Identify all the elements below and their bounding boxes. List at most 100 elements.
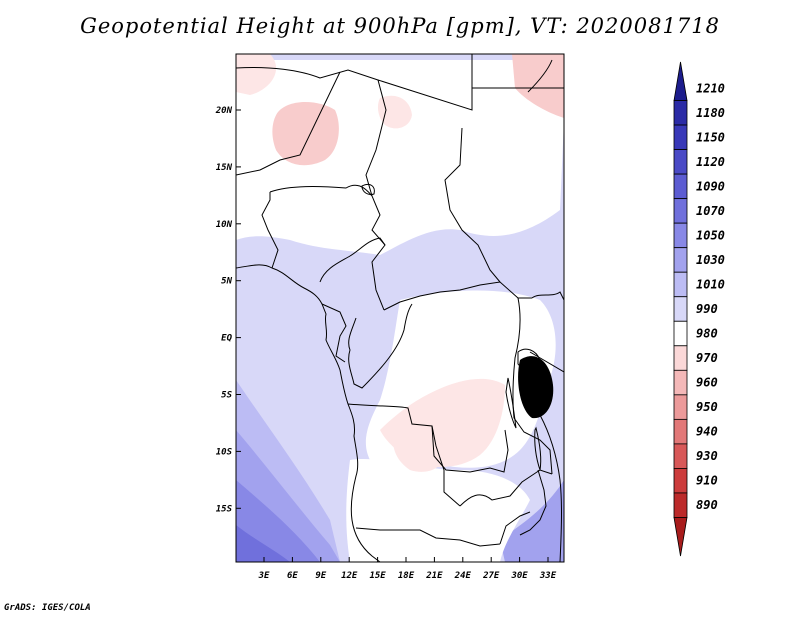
lat-tick-label: EQ	[221, 334, 232, 344]
border-cameroon	[319, 237, 386, 311]
colorbar-swatch	[673, 320, 688, 347]
border-angola-namibia	[355, 527, 501, 547]
ocean-gradient-band-4	[236, 525, 290, 562]
border-drc-angola	[347, 403, 461, 507]
colorbar-swatch	[673, 222, 688, 249]
lat-tick-label: 10S	[216, 447, 233, 457]
colorbar-label: 910	[696, 474, 718, 488]
colorbar-label: 890	[696, 498, 718, 512]
border-uganda-kenya	[531, 291, 564, 301]
lon-tick-label: 9E	[315, 571, 326, 581]
lat-tick-label: 20N	[215, 106, 233, 116]
coastline-east	[539, 414, 562, 562]
lon-tick-label: 24E	[454, 571, 472, 581]
lon-tick-label: 30E	[510, 571, 528, 581]
border-car	[383, 281, 532, 311]
lat-tick-label: 15S	[216, 504, 233, 514]
lake-tanganyika	[505, 377, 517, 429]
border-sahara-north	[236, 54, 473, 111]
border-mali-niger	[236, 71, 341, 176]
chart-title: Geopotential Height at 900hPa [gpm], VT:…	[80, 14, 720, 38]
colorbar-swatch	[673, 247, 688, 273]
lake-chad	[361, 183, 375, 195]
colorbar-swatch	[673, 61, 688, 101]
political-boundaries	[236, 54, 564, 562]
colorbar-label: 970	[696, 351, 718, 365]
border-nigeria-south	[261, 192, 279, 269]
lat-tick-label: 5S	[221, 391, 232, 401]
red-sea-coast	[527, 59, 553, 93]
border-zambia-south	[459, 469, 553, 507]
colorbar-swatch	[673, 492, 688, 518]
lake-malawi	[534, 426, 542, 471]
colorbar-swatch	[673, 149, 688, 175]
colorbar-swatch	[673, 296, 688, 322]
colorbar-label: 930	[696, 449, 718, 463]
border-zimbabwe	[499, 511, 531, 545]
colorbar-swatch	[673, 173, 688, 200]
colorbar-swatch	[673, 468, 688, 494]
border-niger-nigeria	[269, 184, 373, 197]
border-gabon	[321, 303, 347, 363]
colorbar-swatch	[673, 124, 688, 150]
colorbar-label: 960	[696, 376, 718, 390]
map-frame	[235, 53, 565, 563]
colorbar-label: 1210	[696, 81, 725, 95]
coastline-west	[236, 264, 381, 562]
longitude-axis: 3E 6E 9E 12E 15E 18E 21E 24E 27E 30E 33E	[258, 557, 557, 581]
colorbar-swatch	[673, 443, 688, 469]
colorbar-label: 1050	[696, 228, 725, 242]
low-region-sahel	[272, 102, 339, 166]
colorbar-label: 1030	[696, 253, 725, 267]
lon-tick-label: 6E	[287, 571, 298, 581]
ocean-gradient-band-se	[500, 480, 564, 562]
colorbar-label: 1070	[696, 204, 725, 218]
colorbar-swatch	[673, 100, 688, 126]
colorbar-swatch	[673, 271, 688, 298]
lat-tick-label: 15N	[216, 163, 233, 173]
colorbar-swatch	[673, 517, 688, 557]
latitude-axis: 20N 15N 10N 5N EQ 5S 10S 15S	[215, 106, 241, 514]
border-kenya-tanzania	[529, 351, 564, 373]
border-angola-zambia	[431, 425, 509, 473]
colorbar-swatch	[673, 394, 688, 420]
grads-credit: GrADS: IGES/COLA	[4, 603, 91, 613]
colorbar-label: 1150	[696, 130, 725, 144]
border-east-africa	[512, 297, 553, 475]
lon-tick-label: 21E	[425, 571, 443, 581]
colorbar: 1210 1180 1150 1120 1090 1070 1050 1030 1010 990 9…	[673, 61, 725, 557]
border-sudan-west	[444, 127, 501, 283]
colorbar-label: 1090	[696, 179, 725, 193]
height-field-shading	[236, 54, 564, 562]
colorbar-label: 990	[696, 302, 718, 316]
lat-tick-label: 10N	[216, 220, 233, 230]
low-region-north-central	[377, 95, 412, 129]
lon-tick-label: 15E	[369, 571, 386, 581]
lon-tick-label: 3E	[258, 571, 270, 581]
low-region-northeast	[512, 54, 564, 118]
lat-tick-label: 5N	[221, 277, 232, 287]
colorbar-label: 940	[696, 425, 718, 439]
colorbar-label: 1180	[696, 106, 725, 120]
low-region-south	[393, 429, 445, 472]
colorbar-label: 950	[696, 400, 718, 414]
colorbar-label: 1010	[696, 277, 725, 291]
border-chad-sudan	[365, 79, 387, 246]
neutral-region-south	[346, 458, 530, 562]
border-congo-drc	[348, 303, 413, 389]
lon-tick-label: 12E	[341, 571, 358, 581]
colorbar-label: 1120	[696, 155, 725, 169]
colorbar-swatch	[673, 345, 688, 371]
lon-tick-label: 18E	[398, 571, 415, 581]
colorbar-label: 980	[696, 327, 718, 341]
colorbar-swatch	[673, 418, 688, 445]
border-mozambique	[519, 469, 547, 536]
colorbar-swatch	[673, 369, 688, 396]
lake-victoria	[517, 348, 541, 370]
low-region-northwest	[236, 54, 277, 95]
colorbar-swatch	[673, 198, 688, 224]
lon-tick-label: 27E	[482, 571, 500, 581]
lon-tick-label: 33E	[539, 571, 557, 581]
low-region-east-lakes	[518, 356, 554, 419]
